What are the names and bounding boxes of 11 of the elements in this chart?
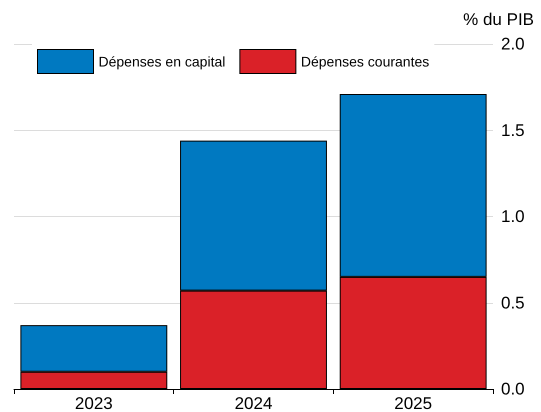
y-tick-label: 0.0 — [501, 380, 525, 398]
legend-label: Dépenses en capital — [98, 54, 226, 70]
x-tick-label: 2023 — [74, 394, 113, 412]
y-axis-title: % du PIB — [463, 10, 534, 29]
legend-label: Dépenses courantes — [300, 54, 430, 70]
x-tick-label: 2025 — [394, 394, 432, 412]
y-tick-label: 1.5 — [501, 120, 525, 140]
y-tick-label: 1.0 — [501, 207, 525, 226]
y-tick-label: 0.5 — [501, 293, 525, 312]
x-tick-label: 2024 — [234, 394, 272, 412]
y-tick-label: 2.0 — [501, 34, 525, 54]
